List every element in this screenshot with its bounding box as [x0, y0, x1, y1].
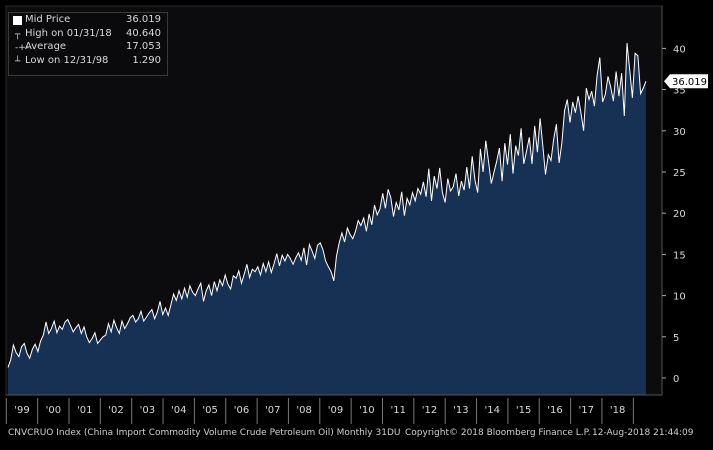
- checkbox-icon[interactable]: [13, 16, 22, 25]
- x-tick-label: '18: [610, 405, 625, 416]
- y-tick-label: 20: [673, 209, 686, 220]
- x-tick-label: '06: [234, 405, 249, 416]
- x-tick-label: '01: [77, 405, 92, 416]
- footer-copyright: Copyright© 2018 Bloomberg Finance L.P.: [405, 428, 591, 438]
- x-tick-label: '12: [422, 405, 437, 416]
- last-price-tag: [664, 74, 708, 89]
- x-axis: '99 '00 '01 '02 '03 '04 '05 '06 '07 '08 '09 '10 '11 '…: [5, 394, 662, 424]
- legend: Mid Price 36.019 ┬ High on 01/31/18 40.6…: [8, 12, 168, 76]
- x-tick-label: '09: [328, 405, 343, 416]
- x-tick-label: '10: [359, 405, 374, 416]
- x-tick-label: '16: [547, 405, 562, 416]
- low-marker-icon: ┴: [15, 56, 21, 67]
- legend-row-mid: Mid Price 36.019: [9, 13, 167, 27]
- legend-row-average: -+- Average 17.053: [9, 40, 167, 54]
- area-layer: [7, 43, 647, 395]
- legend-average-value: 17.053: [126, 41, 161, 52]
- x-tick-label: '07: [265, 405, 280, 416]
- y-tick-label: 25: [673, 168, 686, 179]
- legend-low-label: Low on 12/31/98: [25, 54, 109, 66]
- legend-high-label: High on 01/31/18: [25, 27, 112, 39]
- legend-row-low: ┴ Low on 12/31/98 1.290: [9, 54, 167, 68]
- y-tick-label: 30: [673, 127, 686, 138]
- x-tick-label: '14: [485, 405, 500, 416]
- legend-high-value: 40.640: [126, 27, 161, 39]
- series-line: [7, 43, 647, 368]
- footer-ticker: CNVCRUO Index (China Import Commodity Vo…: [8, 428, 401, 438]
- average-marker-icon: -+-: [15, 43, 30, 53]
- legend-mid-label: Mid Price: [25, 14, 71, 25]
- x-tick-label: '13: [453, 405, 468, 416]
- high-marker-icon: ┬: [15, 29, 21, 40]
- x-tick-label: '00: [46, 405, 61, 416]
- legend-row-high: ┬ High on 01/31/18 40.640: [9, 27, 167, 41]
- x-tick-label: '08: [296, 405, 311, 416]
- x-tick-label: '11: [390, 405, 405, 416]
- y-tick-label: 35: [673, 86, 686, 97]
- legend-low-value: 1.290: [132, 54, 161, 66]
- y-tick-label: 10: [673, 292, 686, 303]
- legend-average-label: Average: [25, 41, 67, 52]
- x-tick-label: '05: [202, 405, 217, 416]
- y-tick-label: 5: [673, 333, 679, 344]
- legend-mid-value: 36.019: [126, 14, 161, 25]
- x-tick-label: '17: [579, 405, 594, 416]
- footer-timestamp: 12-Aug-2018 21:44:09: [592, 428, 694, 438]
- series-area: [8, 43, 646, 395]
- x-tick-label: '99: [14, 405, 29, 416]
- y-tick-label: 40: [673, 44, 686, 55]
- y-axis: 0 5 10 15 20 25 30 35 40 36.019: [661, 6, 708, 395]
- x-tick-label: '03: [140, 405, 155, 416]
- y-tick-label: 15: [673, 250, 686, 261]
- y-tick-label: 0: [673, 374, 679, 385]
- x-tick-label: '15: [516, 405, 531, 416]
- last-price-label: 36.019: [672, 77, 707, 88]
- x-tick-label: '02: [108, 405, 123, 416]
- x-tick-label: '04: [171, 405, 186, 416]
